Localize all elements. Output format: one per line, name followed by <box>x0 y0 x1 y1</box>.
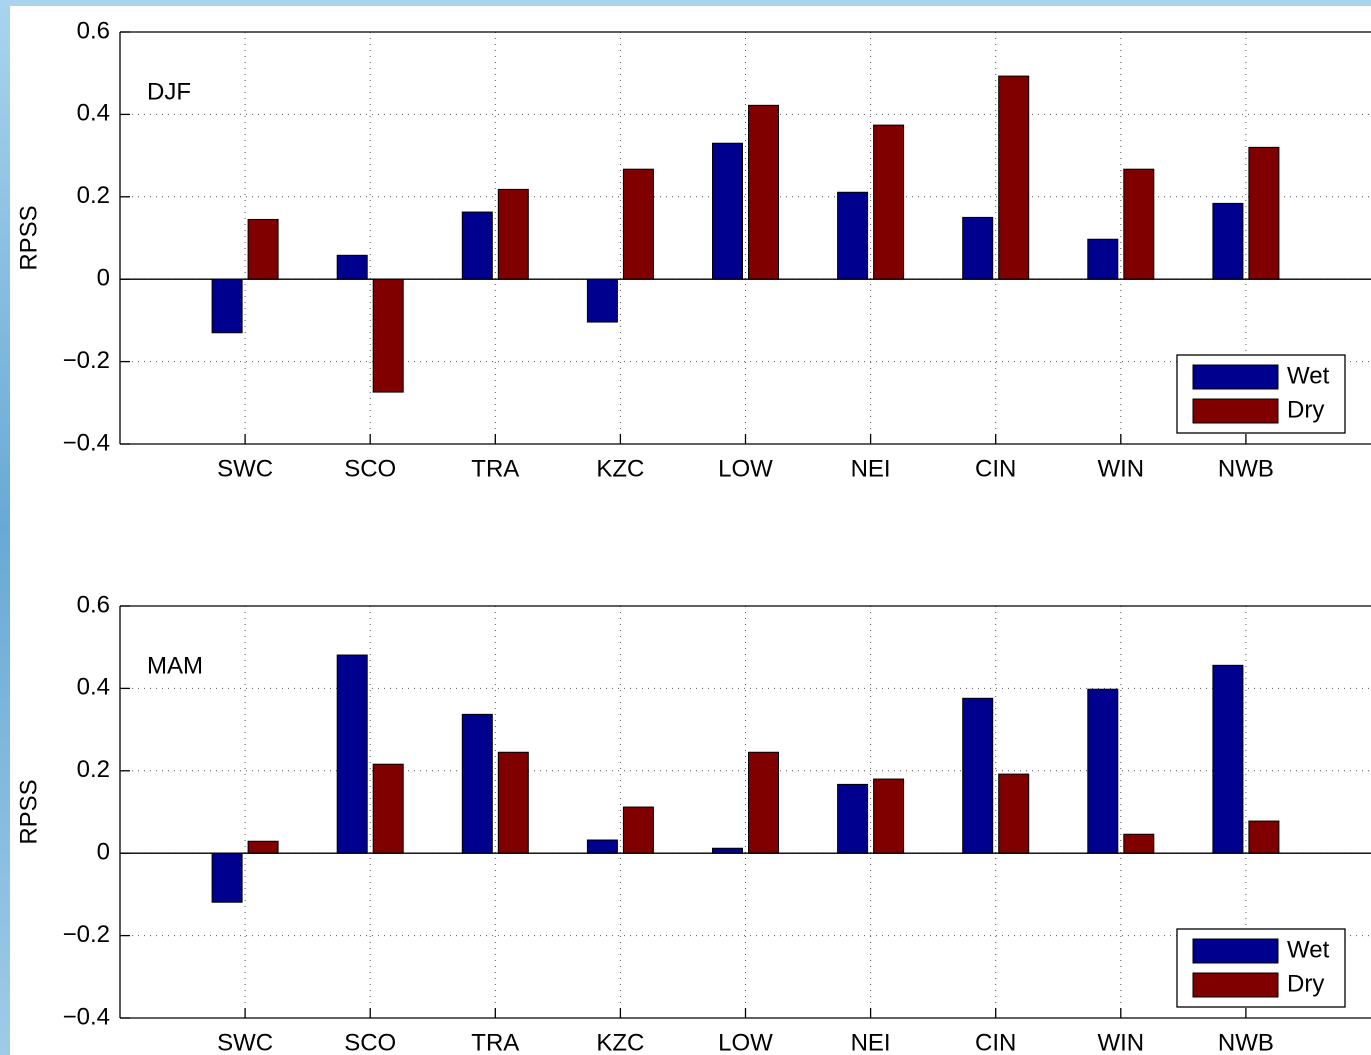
y-tick-label: 0.6 <box>77 17 110 44</box>
legend-swatch <box>1192 972 1279 998</box>
y-tick-label: 0 <box>97 265 110 292</box>
bar <box>712 142 743 280</box>
legend-label: Dry <box>1287 970 1324 997</box>
x-tick-label: NEI <box>851 455 891 482</box>
bar <box>372 763 404 854</box>
x-tick-label: CIN <box>975 455 1016 482</box>
x-tick-label: SWC <box>217 1029 273 1055</box>
bar <box>1087 688 1119 854</box>
x-tick-label: KZC <box>596 455 644 482</box>
bar <box>873 778 905 854</box>
bar <box>748 751 779 854</box>
x-tick-label: WIN <box>1097 455 1144 482</box>
y-tick-label: 0.6 <box>77 591 110 618</box>
plot-area <box>120 606 1371 1018</box>
annotation: MAM <box>147 652 203 679</box>
y-tick-label: −0.4 <box>63 1003 110 1030</box>
bar <box>1212 202 1244 280</box>
bar <box>622 168 654 280</box>
bar <box>837 783 869 854</box>
bar <box>1212 664 1244 854</box>
y-tick-label: 0.4 <box>77 100 110 127</box>
y-axis-label: RPSS <box>15 779 42 844</box>
bar <box>461 713 493 854</box>
annotation: DJF <box>147 78 191 105</box>
x-tick-label: SCO <box>344 1029 396 1055</box>
legend-swatch <box>1192 364 1279 390</box>
x-tick-label: SWC <box>217 455 273 482</box>
legend-label: Wet <box>1287 362 1330 389</box>
bar <box>1087 238 1119 280</box>
x-tick-label: SCO <box>344 455 396 482</box>
bar <box>497 751 529 854</box>
bar <box>837 191 869 280</box>
y-tick-label: −0.4 <box>63 429 110 456</box>
bar <box>461 211 493 280</box>
legend-label: Wet <box>1287 936 1330 963</box>
y-tick-label: 0.2 <box>77 756 110 783</box>
y-tick-label: −0.2 <box>63 347 110 374</box>
legend-swatch <box>1192 398 1279 424</box>
bar <box>372 278 404 393</box>
bar <box>962 216 994 280</box>
bar <box>586 839 618 854</box>
bar <box>873 124 905 280</box>
bar <box>247 840 279 854</box>
bar <box>748 104 779 280</box>
y-axis-label: RPSS <box>15 205 42 270</box>
legend-label: Dry <box>1287 396 1324 423</box>
bar <box>1248 820 1280 854</box>
bar <box>998 75 1030 280</box>
bar <box>336 254 368 280</box>
bar <box>622 806 654 854</box>
bar <box>712 847 743 854</box>
bar <box>247 218 279 280</box>
bar <box>336 654 368 854</box>
x-tick-label: LOW <box>718 455 773 482</box>
y-tick-label: 0.4 <box>77 674 110 701</box>
x-tick-label: NWB <box>1218 1029 1274 1055</box>
x-tick-label: WIN <box>1097 1029 1144 1055</box>
y-tick-label: −0.2 <box>63 921 110 948</box>
bar <box>1123 833 1155 854</box>
bar <box>586 278 618 323</box>
x-tick-label: CIN <box>975 1029 1016 1055</box>
x-tick-label: NWB <box>1218 455 1274 482</box>
x-tick-label: TRA <box>471 1029 519 1055</box>
bar <box>962 697 994 854</box>
bar <box>211 278 243 334</box>
bar <box>211 852 243 903</box>
bar <box>1248 146 1280 280</box>
y-tick-label: 0.2 <box>77 182 110 209</box>
bar <box>998 773 1030 854</box>
x-tick-label: NEI <box>851 1029 891 1055</box>
plot-area <box>120 32 1371 444</box>
x-tick-label: KZC <box>596 1029 644 1055</box>
y-tick-label: 0 <box>97 839 110 866</box>
legend-swatch <box>1192 938 1279 964</box>
bar <box>1123 168 1155 280</box>
bar <box>497 188 529 280</box>
x-tick-label: TRA <box>471 455 519 482</box>
x-tick-label: LOW <box>718 1029 773 1055</box>
